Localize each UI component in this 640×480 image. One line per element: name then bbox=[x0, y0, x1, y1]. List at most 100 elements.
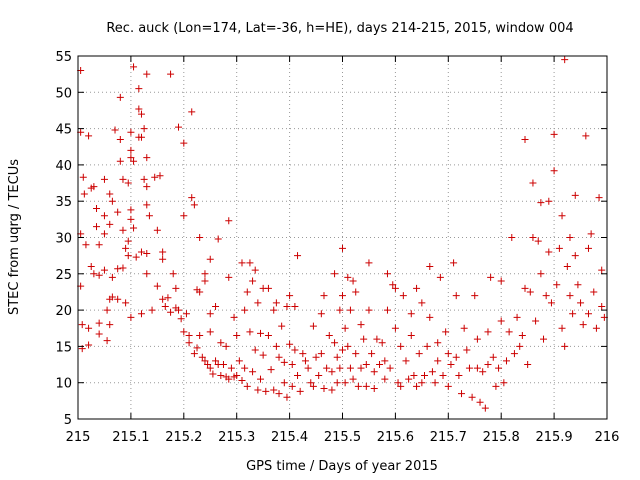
data-point bbox=[495, 364, 503, 372]
data-point bbox=[116, 157, 124, 165]
data-point bbox=[323, 364, 331, 372]
data-point bbox=[577, 299, 585, 307]
data-point bbox=[590, 288, 598, 296]
data-point bbox=[90, 270, 98, 278]
x-tick-label: 215 bbox=[66, 430, 91, 445]
data-point bbox=[196, 332, 204, 340]
data-point bbox=[217, 339, 225, 347]
data-point bbox=[484, 361, 492, 369]
data-point bbox=[447, 361, 455, 369]
data-point bbox=[233, 371, 241, 379]
data-point bbox=[85, 132, 93, 140]
data-point bbox=[545, 197, 553, 205]
data-point bbox=[444, 382, 452, 390]
data-point bbox=[95, 330, 103, 338]
data-point bbox=[574, 281, 582, 289]
data-point bbox=[349, 277, 357, 285]
data-point bbox=[529, 234, 537, 241]
data-point bbox=[376, 361, 384, 369]
data-point bbox=[370, 385, 378, 393]
data-point bbox=[352, 350, 360, 358]
data-point bbox=[317, 310, 325, 318]
data-point bbox=[135, 105, 143, 113]
data-point bbox=[137, 110, 145, 118]
data-point bbox=[328, 386, 336, 394]
data-point bbox=[114, 265, 122, 273]
y-tick-label: 55 bbox=[55, 50, 72, 65]
data-point bbox=[201, 357, 209, 365]
data-point bbox=[584, 244, 592, 252]
data-point bbox=[423, 342, 431, 350]
data-point bbox=[286, 292, 294, 300]
data-point bbox=[291, 346, 299, 354]
data-point bbox=[127, 154, 135, 162]
data-point bbox=[201, 277, 209, 285]
data-point bbox=[127, 215, 135, 223]
data-point bbox=[368, 350, 376, 358]
y-tick-label: 15 bbox=[55, 340, 72, 355]
data-point bbox=[140, 175, 148, 183]
data-point bbox=[206, 328, 214, 336]
data-point bbox=[301, 357, 309, 365]
data-point bbox=[196, 288, 204, 296]
data-point bbox=[516, 342, 524, 350]
x-tick-label: 215.9 bbox=[535, 430, 572, 445]
data-point bbox=[209, 370, 217, 378]
chart-title: Rec. auck (Lon=174, Lat=-36, h=HE), days… bbox=[106, 21, 573, 36]
data-point bbox=[159, 248, 167, 256]
data-point bbox=[264, 284, 272, 292]
data-point bbox=[159, 255, 167, 263]
data-point bbox=[206, 364, 214, 372]
data-point bbox=[526, 288, 534, 296]
data-point bbox=[346, 364, 354, 372]
data-point bbox=[264, 332, 272, 340]
data-point bbox=[378, 339, 386, 347]
data-point bbox=[383, 270, 391, 278]
data-point bbox=[190, 350, 198, 358]
data-point bbox=[540, 335, 548, 343]
data-point bbox=[288, 382, 296, 390]
data-point bbox=[450, 259, 458, 267]
data-point bbox=[182, 310, 190, 318]
x-tick-label: 215.7 bbox=[430, 430, 467, 445]
data-point bbox=[587, 230, 595, 238]
data-point bbox=[428, 368, 436, 376]
data-point bbox=[458, 390, 466, 398]
data-point bbox=[431, 379, 439, 387]
data-point bbox=[399, 292, 407, 300]
data-point bbox=[148, 306, 156, 314]
data-point bbox=[275, 353, 283, 361]
data-point bbox=[188, 194, 196, 202]
data-point bbox=[566, 292, 574, 300]
data-point bbox=[569, 310, 577, 318]
data-point bbox=[386, 364, 394, 372]
data-point bbox=[267, 366, 275, 374]
data-point bbox=[487, 273, 495, 281]
data-point bbox=[357, 364, 365, 372]
data-point bbox=[243, 288, 251, 296]
data-point bbox=[534, 237, 542, 245]
data-point bbox=[508, 234, 516, 241]
data-point bbox=[111, 126, 119, 134]
data-point bbox=[460, 324, 468, 332]
data-point bbox=[360, 335, 368, 343]
data-point bbox=[555, 244, 563, 252]
data-point bbox=[317, 350, 325, 358]
data-point bbox=[238, 377, 246, 385]
data-point bbox=[137, 133, 145, 141]
data-point bbox=[116, 135, 124, 143]
data-point bbox=[418, 299, 426, 307]
data-point bbox=[278, 322, 286, 330]
data-point bbox=[212, 357, 220, 365]
data-point bbox=[140, 125, 148, 133]
data-point bbox=[124, 252, 132, 260]
data-point bbox=[402, 357, 410, 365]
data-point bbox=[175, 123, 183, 131]
data-point bbox=[79, 173, 87, 181]
data-point bbox=[571, 252, 579, 260]
data-point bbox=[119, 264, 127, 272]
data-point bbox=[542, 292, 550, 300]
data-point bbox=[172, 284, 180, 292]
data-point bbox=[479, 368, 487, 376]
data-point bbox=[185, 339, 193, 347]
